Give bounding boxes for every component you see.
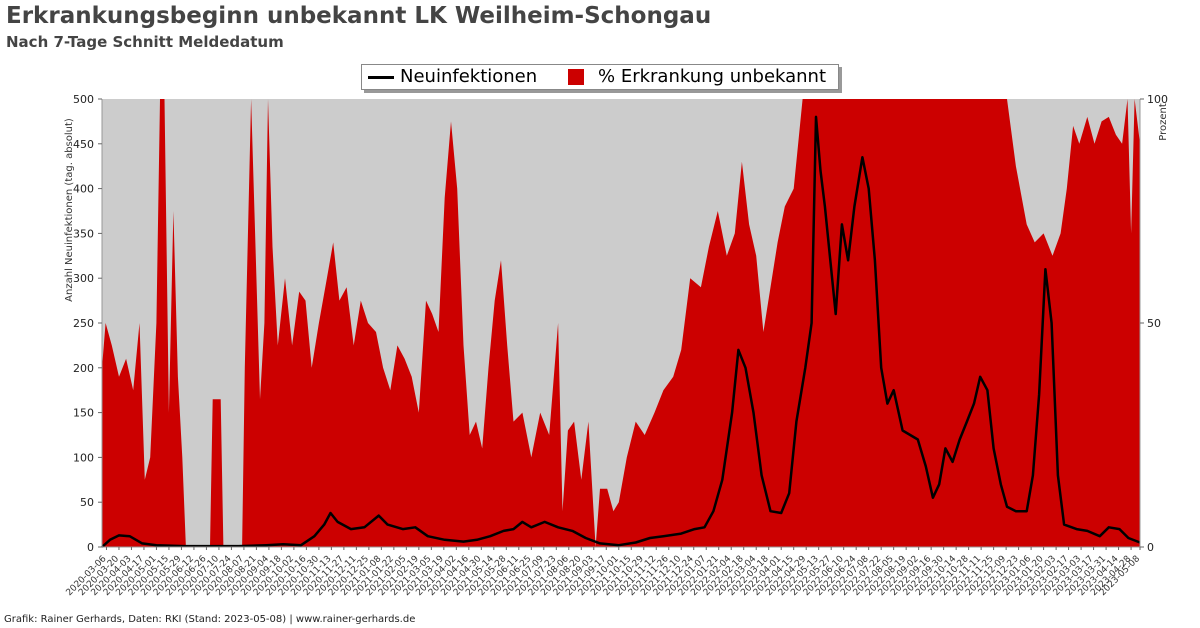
chart-legend: Neuinfektionen % Erkrankung unbekannt — [361, 64, 839, 90]
y-tick-label: 200 — [73, 362, 94, 375]
chart-canvas: 0 50 100 150 200 250 300 350 400 450 500 0 50 100 202… — [64, 93, 1169, 598]
footer-credit: Grafik: Rainer Gerhards, Daten: RKI (Sta… — [4, 614, 416, 625]
y-tick-label: 50 — [80, 496, 94, 509]
chart-subtitle: Nach 7-Tage Schnitt Meldedatum — [6, 33, 284, 51]
y-tick-label: 0 — [87, 541, 94, 554]
chart-title: Erkrankungsbeginn unbekannt LK Weilheim-… — [6, 3, 712, 29]
y-tick-label: 350 — [73, 227, 94, 240]
x-tick-labels: 2020-03-062020-03-202020-04-032020-04-17… — [65, 547, 1142, 598]
y2-tick-label: 50 — [1147, 317, 1161, 330]
series-area-erkrankung-unbekannt — [102, 99, 1140, 547]
line-series-layer — [101, 115, 1141, 548]
y-tick-label: 100 — [73, 451, 94, 464]
y-tick-label: 500 — [73, 93, 94, 106]
area-series-layer — [102, 99, 1140, 547]
y-tick-label: 300 — [73, 272, 94, 285]
legend-label-neuinfektionen: Neuinfektionen — [400, 66, 538, 87]
axes-layer: 0 50 100 150 200 250 300 350 400 450 500 0 50 100 — [73, 93, 1168, 554]
y2-tick-label: 100 — [1147, 93, 1168, 106]
y-axis-label: Anzahl Neuinfektionen (tag. absolut) — [64, 118, 75, 302]
legend-area-swatch — [568, 69, 584, 85]
y2-axis-label: Prozent — [1158, 103, 1169, 141]
y-tick-label: 250 — [73, 317, 94, 330]
y-tick-label: 450 — [73, 138, 94, 151]
series-line-neuinfektionen — [101, 115, 1141, 548]
y-tick-label: 400 — [73, 183, 94, 196]
y2-tick-label: 0 — [1147, 541, 1154, 554]
legend-line-swatch — [368, 76, 394, 79]
legend-label-erkrankung-unbekannt: % Erkrankung unbekannt — [598, 66, 827, 87]
y-tick-label: 150 — [73, 407, 94, 420]
